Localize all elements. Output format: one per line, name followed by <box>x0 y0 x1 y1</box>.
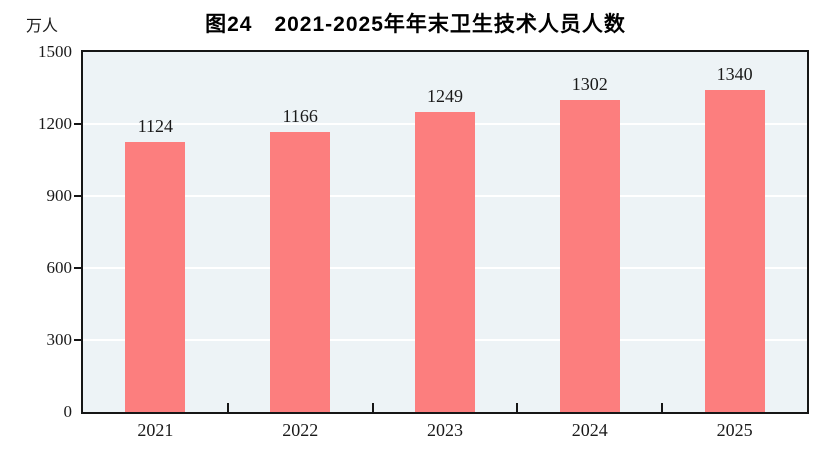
y-axis-tick-mark <box>74 195 81 197</box>
bar-value-label: 1249 <box>427 86 463 107</box>
bar-value-label: 1166 <box>282 106 318 127</box>
x-axis-tick-label: 2024 <box>571 420 608 440</box>
y-axis-tick-label: 1200 <box>38 114 72 133</box>
y-axis-tick-label: 300 <box>46 330 73 349</box>
x-axis-tick-mark <box>661 403 664 412</box>
y-axis-tick-label: 1500 <box>38 42 72 61</box>
plot-area: 1124 1166 1249 1302 1340 <box>81 50 809 414</box>
y-axis-tick-label: 900 <box>46 186 73 205</box>
x-axis-tick-label: 2021 <box>137 420 174 440</box>
y-axis-unit-label: 万人 <box>26 18 59 35</box>
bar-value-label: 1302 <box>571 73 608 94</box>
x-axis-tick-label: 2023 <box>426 420 463 440</box>
bar <box>125 142 186 412</box>
x-axis-tick-mark <box>371 403 374 412</box>
x-axis-tick-label: 2025 <box>716 420 753 440</box>
x-axis-tick-mark <box>226 403 229 412</box>
x-axis-tick-label: 2022 <box>282 420 319 440</box>
y-axis-tick-mark <box>74 123 81 125</box>
chart-title: 图24 2021-2025年年末卫生技术人员人数 <box>205 13 626 36</box>
y-axis-tick-label: 0 <box>63 402 73 421</box>
bar <box>559 99 620 412</box>
x-axis-tick-mark <box>516 403 519 412</box>
y-axis-tick-mark <box>74 267 81 269</box>
y-axis-tick-label: 600 <box>46 258 73 277</box>
bar-value-label: 1340 <box>716 64 753 85</box>
y-axis-tick-mark <box>74 339 81 341</box>
bar <box>704 90 765 412</box>
bar-value-label: 1124 <box>137 116 174 137</box>
bar <box>415 112 475 412</box>
bar <box>270 132 331 412</box>
